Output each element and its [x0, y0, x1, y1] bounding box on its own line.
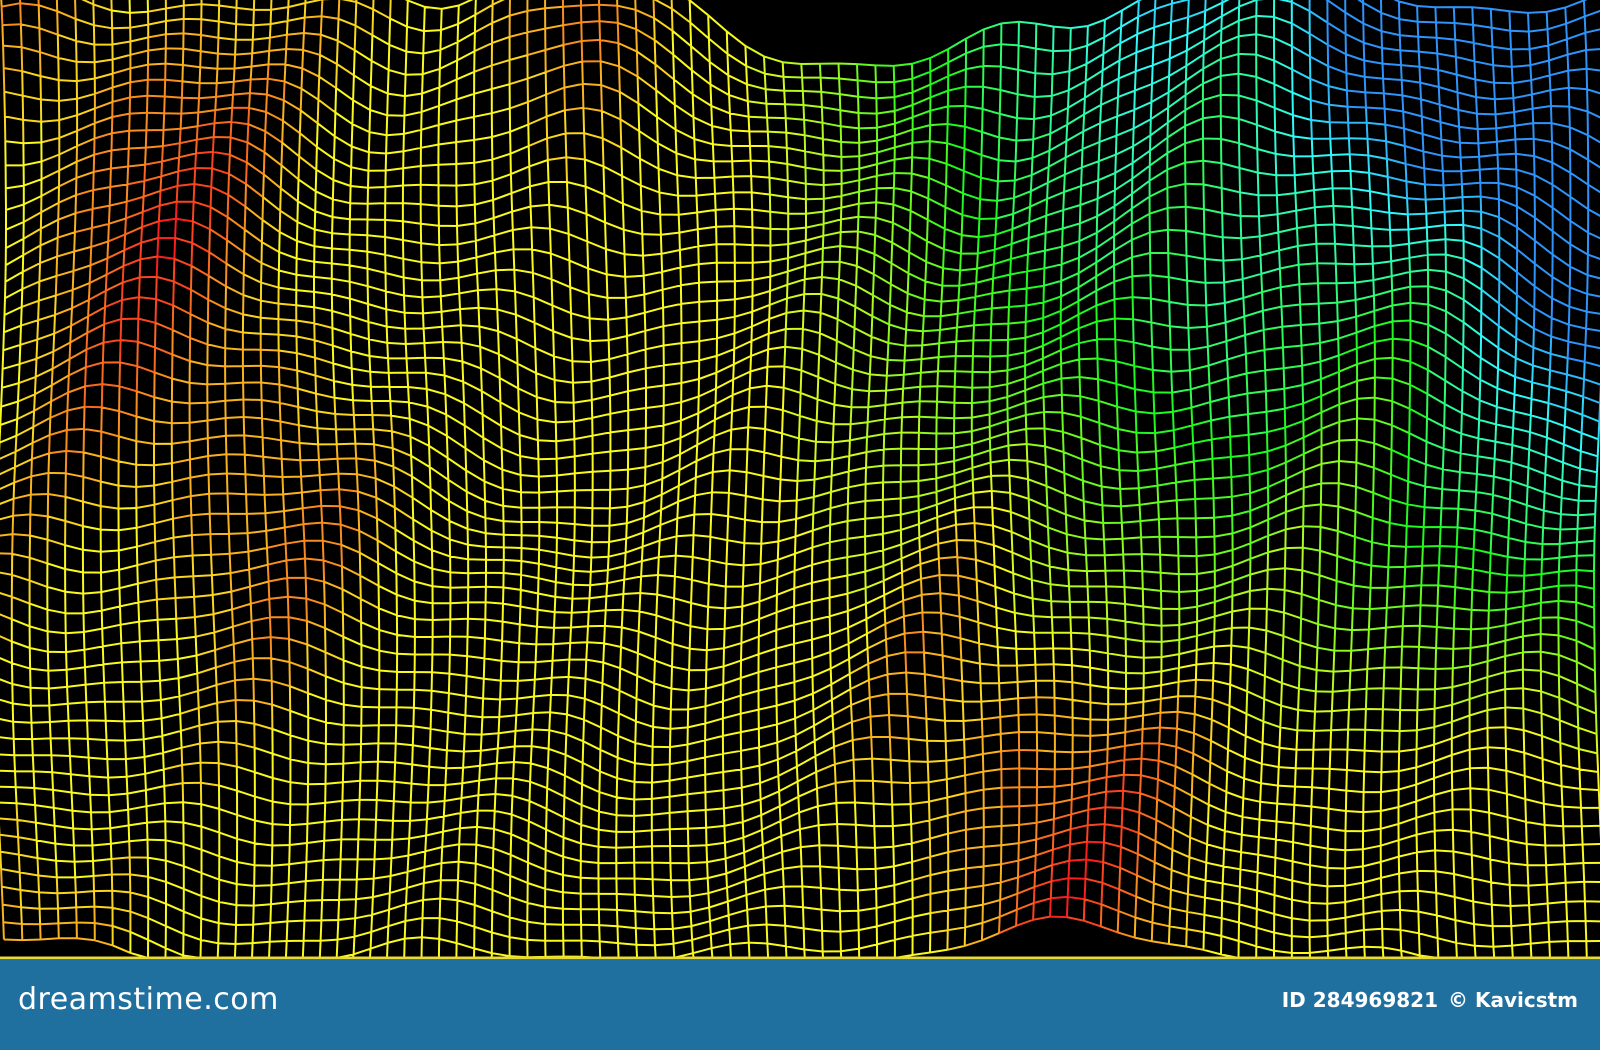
- mesh-lines: [0, 0, 1212, 947]
- mesh-lines: [744, 45, 1599, 755]
- mesh-lines: [1103, 0, 1600, 473]
- mesh-lines: [155, 201, 1104, 919]
- mesh-lines: [0, 0, 1230, 954]
- mesh-lines: [856, 63, 1596, 671]
- mesh: [0, 0, 1600, 959]
- credit: ID 284969821 © Kavicstm: [1272, 988, 1578, 1012]
- mesh-lines: [83, 106, 1161, 935]
- mesh-lines: [1137, 0, 1600, 440]
- image-id: ID 284969821: [1281, 988, 1438, 1012]
- footer-bar: dreamstime.com ID 284969821 © Kavicstm: [0, 960, 1600, 1050]
- mesh-lines: [782, 61, 1598, 734]
- wireframe-terrain: [0, 0, 1600, 960]
- mesh-lines: [1308, 0, 1600, 422]
- mesh-lines: [1017, 20, 1597, 530]
- mesh-lines: [818, 62, 1597, 694]
- mesh-lines: [947, 28, 1596, 572]
- mesh-lines: [1070, 0, 1598, 488]
- mesh-lines: [982, 20, 1596, 556]
- mesh-lines: [0, 0, 1194, 939]
- author: © Kavicstm: [1447, 988, 1578, 1012]
- mesh-lines: [875, 62, 1596, 629]
- logo: dreamstime.com: [18, 982, 279, 1017]
- mesh-lines: [103, 136, 1141, 928]
- mesh-lines: [0, 0, 1600, 959]
- mesh-lines: [1036, 14, 1598, 515]
- mesh-lines: [1326, 0, 1600, 385]
- mesh-lines: [911, 48, 1596, 608]
